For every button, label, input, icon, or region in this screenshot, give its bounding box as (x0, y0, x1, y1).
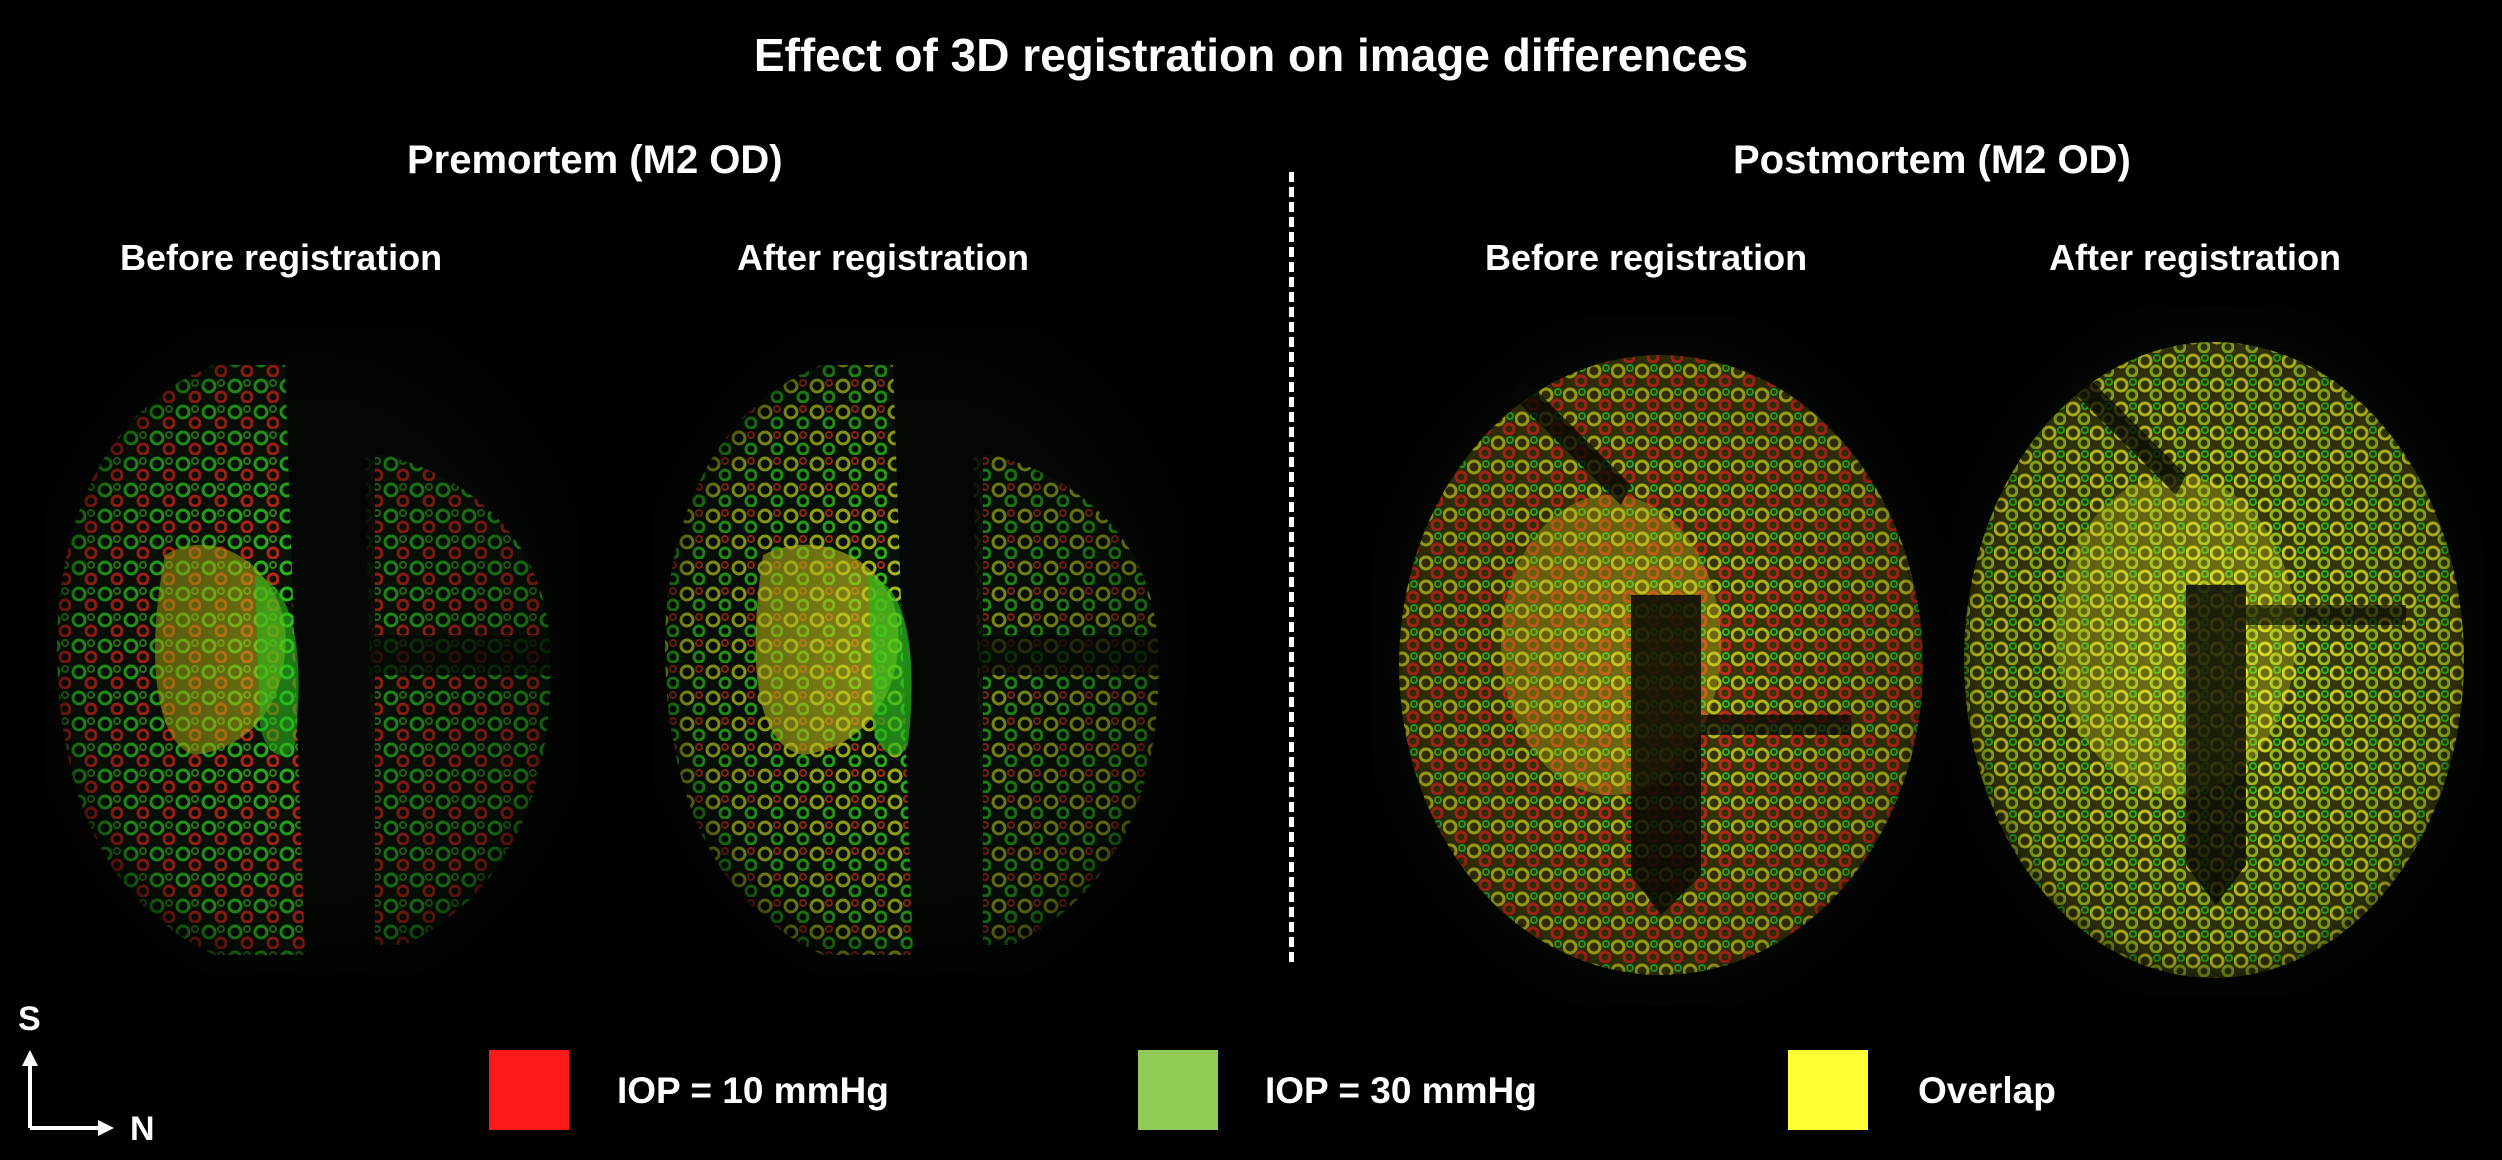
legend-swatch-iop-30 (1138, 1050, 1218, 1130)
legend-swatch-overlap (1788, 1050, 1868, 1130)
panel-label-premortem-before: Before registration (120, 237, 443, 278)
legend-label-overlap: Overlap (1918, 1070, 2056, 1111)
figure-title: Effect of 3D registration on image diffe… (753, 29, 1749, 81)
orientation-compass (14, 1000, 124, 1150)
legend-label-iop-30: IOP = 30 mmHg (1265, 1070, 1537, 1111)
legend-swatch-iop-10 (489, 1050, 569, 1130)
section-title-postmortem: Postmortem (M2 OD) (1733, 138, 2131, 182)
legend-label-iop-10: IOP = 10 mmHg (617, 1070, 889, 1111)
image-postmortem-before (1371, 315, 1946, 1007)
panel-label-postmortem-after: After registration (2049, 237, 2342, 278)
panel-label-postmortem-before: Before registration (1485, 237, 1808, 278)
panel-label-premortem-after: After registration (737, 237, 1030, 278)
orientation-nasal-label: N (130, 1110, 155, 1148)
image-premortem-after (653, 325, 1185, 975)
orientation-superior-label: S (18, 1000, 41, 1038)
image-postmortem-after (1946, 305, 2486, 997)
section-title-premortem: Premortem (M2 OD) (407, 138, 783, 182)
section-divider (1289, 172, 1294, 962)
image-premortem-before (45, 325, 578, 975)
